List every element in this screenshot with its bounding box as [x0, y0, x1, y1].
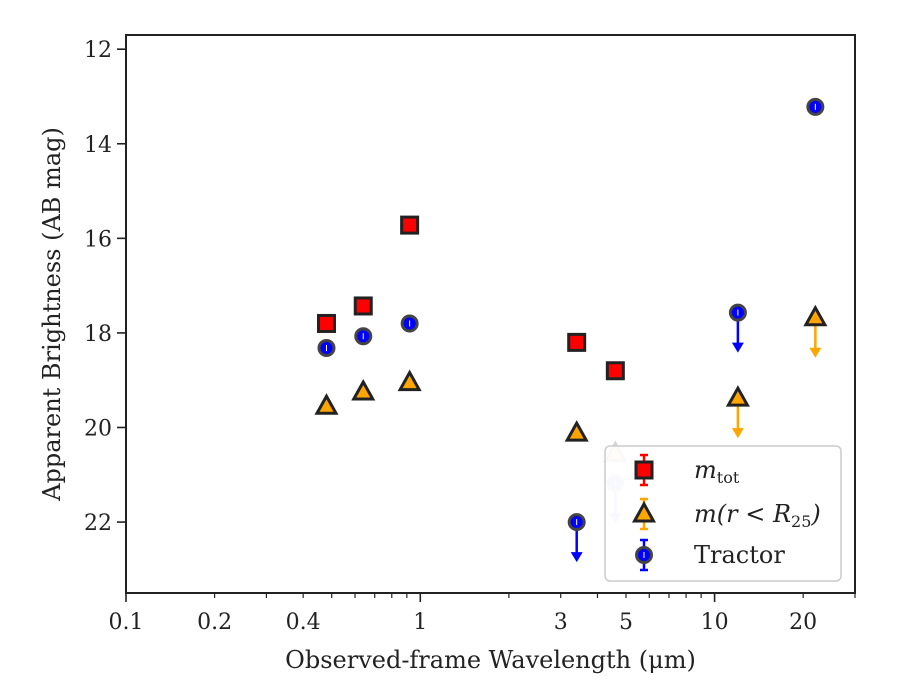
- circle-marker: [728, 303, 747, 322]
- x-tick-label: 0.4: [286, 610, 321, 635]
- series-triangle: [314, 304, 828, 462]
- data-point: [316, 313, 336, 333]
- legend-label: mtot: [694, 456, 740, 487]
- y-tick-label: 18: [84, 322, 112, 347]
- data-point: [564, 420, 589, 442]
- x-axis: 0.1 0.2 0.4 1 3 5 10 20: [109, 593, 856, 635]
- square-marker: [316, 313, 336, 333]
- x-tick-label: 1: [413, 610, 427, 635]
- data-point: [728, 303, 747, 353]
- data-point: [353, 296, 373, 316]
- legend-label: Tractor: [694, 541, 785, 569]
- legend-label: m(r < R25): [694, 500, 821, 531]
- square-marker: [567, 332, 587, 352]
- y-tick-label: 20: [84, 416, 112, 441]
- data-point: [351, 378, 376, 401]
- plot-frame: [125, 34, 856, 594]
- legend-label-main: m(r < R: [694, 500, 791, 528]
- circle-marker: [317, 339, 336, 358]
- arrow-head: [809, 347, 822, 358]
- x-axis-title: Observed-frame Wavelength (μm): [285, 646, 696, 674]
- circle-marker: [400, 314, 419, 333]
- data-point: [725, 385, 750, 439]
- y-axis-title: Apparent Brightness (AB mag): [38, 127, 66, 502]
- x-tick-label: 3: [554, 610, 568, 635]
- triangle-marker: [564, 420, 589, 442]
- data-point: [803, 304, 828, 358]
- legend-marker: [634, 460, 654, 480]
- triangle-marker: [397, 369, 422, 392]
- circle-marker: [806, 97, 825, 116]
- circle-marker: [354, 327, 373, 346]
- arrow-head: [731, 342, 744, 353]
- y-tick-label: 14: [84, 133, 112, 158]
- square-marker: [400, 215, 420, 235]
- y-tick-label: 22: [84, 511, 112, 536]
- y-axis: 12 14 16 18 20 22: [84, 38, 126, 536]
- data-point: [400, 314, 419, 333]
- legend-box: [604, 445, 842, 582]
- y-tick-label: 16: [84, 227, 112, 252]
- y-tick-label: 12: [84, 38, 112, 63]
- square-marker: [353, 296, 373, 316]
- data-point: [397, 369, 422, 392]
- legend-entry: mtot: [634, 453, 740, 487]
- data-point: [567, 513, 586, 563]
- series-circle: [317, 97, 825, 563]
- x-tick-label: 5: [619, 610, 633, 635]
- triangle-marker: [351, 378, 376, 401]
- data-point: [400, 215, 420, 235]
- triangle-marker: [725, 385, 750, 407]
- legend-label-main: m: [694, 456, 717, 484]
- x-tick-label: 0.2: [197, 610, 232, 635]
- data-point: [806, 97, 825, 116]
- series-square: [316, 215, 625, 381]
- arrow-head: [731, 428, 744, 439]
- square-marker: [605, 361, 625, 381]
- x-tick-label: 0.1: [109, 610, 144, 635]
- data-point: [605, 361, 625, 381]
- triangle-marker: [314, 393, 339, 415]
- circle-marker: [567, 513, 586, 532]
- data-point: [567, 332, 587, 352]
- legend: mtot m(r < R25) Tractor: [604, 445, 842, 582]
- legend-marker: [631, 500, 657, 523]
- data-point: [314, 393, 339, 415]
- x-tick-label: 20: [789, 610, 817, 635]
- arrow-head: [570, 552, 583, 563]
- legend-label-subscript: tot: [717, 468, 740, 487]
- data-point: [354, 327, 373, 346]
- legend-marker: [635, 546, 653, 564]
- legend-label-close: ): [810, 500, 820, 528]
- legend-label-subscript: 25: [791, 512, 811, 531]
- legend-entry: Tractor: [635, 538, 785, 572]
- data-point: [317, 339, 336, 358]
- x-tick-label: 10: [701, 610, 729, 635]
- triangle-marker: [803, 304, 828, 327]
- legend-entry: m(r < R25): [631, 497, 821, 531]
